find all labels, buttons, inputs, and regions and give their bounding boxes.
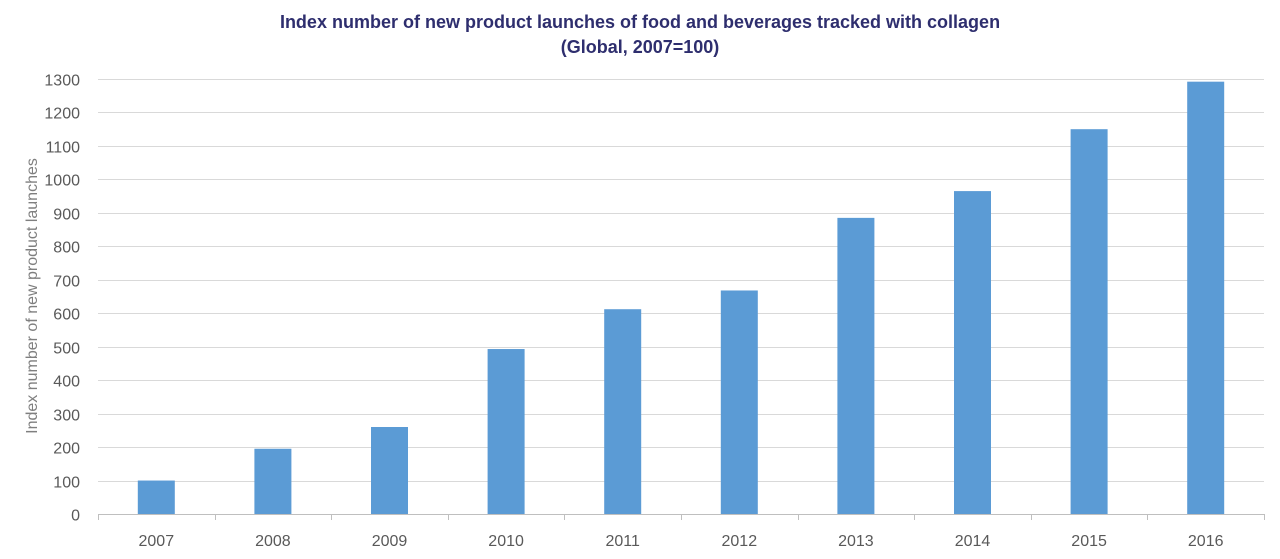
chart-title: Index number of new product launches of … (279, 12, 1001, 32)
y-tick-label: 1000 (44, 173, 80, 190)
y-tick-label: 1200 (44, 106, 80, 123)
x-tick-label: 2011 (605, 533, 640, 550)
axes (98, 514, 1265, 520)
x-tick-label: 2012 (722, 533, 758, 550)
bar-2013 (837, 217, 875, 514)
y-tick-label: 0 (71, 508, 80, 525)
chart-subtitle: (Global, 2007=100) (560, 37, 720, 57)
x-tick-label: 2014 (955, 533, 991, 550)
bar-2014 (954, 191, 991, 514)
bar-2015 (1070, 129, 1108, 514)
tick-labels: 0 100 200 300 400 500 600 700 800 900 1000 1100 1200… (44, 73, 1223, 551)
bar-2008 (254, 448, 292, 514)
y-tick-label: 100 (53, 475, 80, 492)
bar-2007 (137, 480, 175, 514)
bar-2016 (1187, 81, 1225, 514)
x-tick-label: 2010 (488, 533, 524, 550)
y-tick-label: 400 (53, 374, 80, 391)
x-tick-label: 2009 (372, 533, 408, 550)
gridlines (98, 79, 1264, 482)
bar-2009 (371, 427, 408, 514)
x-tick-label: 2008 (255, 533, 291, 550)
y-tick-label: 800 (53, 240, 80, 257)
y-tick-label: 200 (53, 441, 80, 458)
x-tick-label: 2013 (838, 533, 874, 550)
bar-2012 (720, 290, 758, 514)
bars (137, 81, 1225, 514)
x-tick-label: 2015 (1071, 533, 1107, 550)
chart-title-block: Index number of new product launches of … (0, 10, 1280, 60)
x-tick-label: 2016 (1188, 533, 1224, 550)
bar-2010 (487, 349, 525, 514)
y-tick-label: 600 (53, 307, 80, 324)
y-tick-label: 700 (53, 274, 80, 291)
bar-2011 (604, 309, 642, 514)
y-axis-title: Index number of new product launches (24, 158, 41, 434)
x-tick-label: 2007 (139, 533, 175, 550)
y-tick-label: 1100 (46, 140, 81, 157)
y-tick-label: 1300 (44, 73, 80, 90)
y-tick-label: 900 (53, 207, 80, 224)
y-tick-label: 300 (53, 408, 80, 425)
y-tick-label: 500 (53, 341, 80, 358)
